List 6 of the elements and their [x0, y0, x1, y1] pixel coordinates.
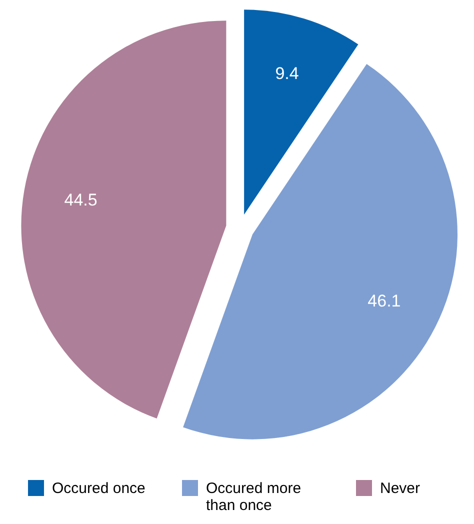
data-label: 44.5 [64, 190, 98, 210]
data-label: 9.4 [275, 64, 299, 83]
legend-label: Occured once [52, 480, 146, 497]
data-label: 46.1 [368, 291, 401, 310]
legend-label: Occured more than once [206, 480, 302, 514]
legend-label: Never [380, 480, 420, 497]
